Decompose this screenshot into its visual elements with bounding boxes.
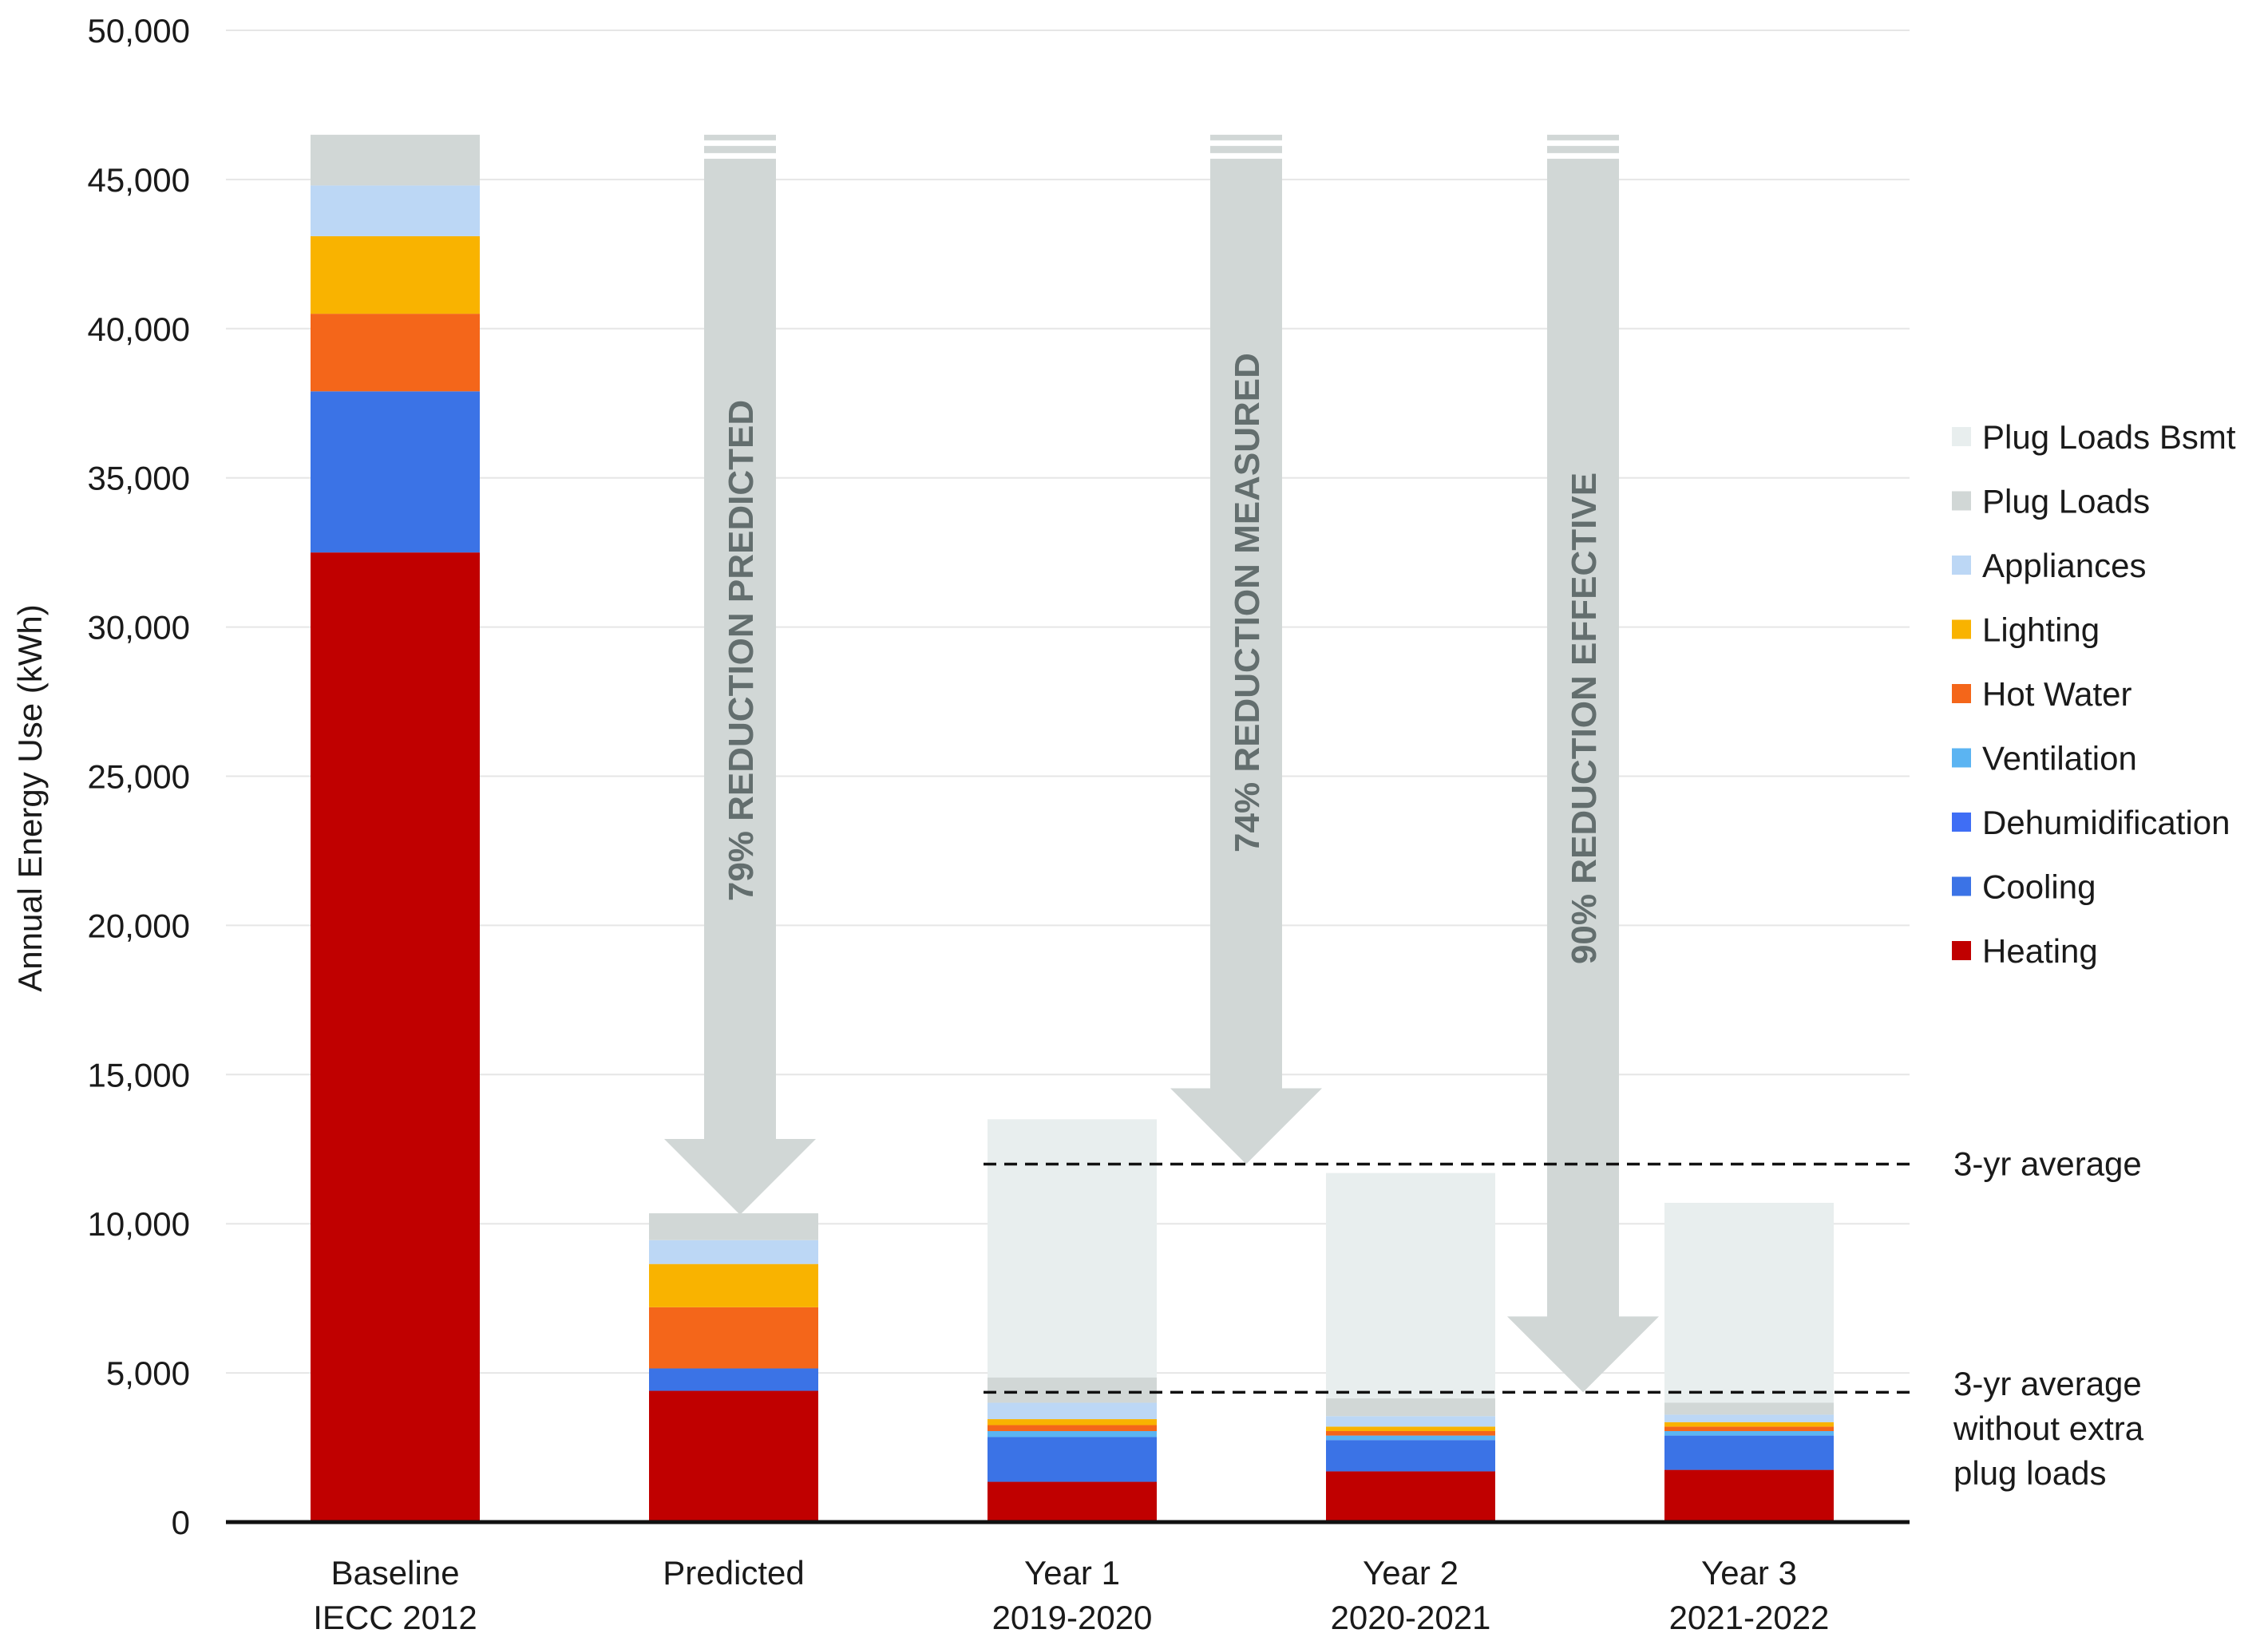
y-axis-ticks: 0 5,000 10,000 15,000 20,000 25,000 30,000 35,0… bbox=[88, 12, 190, 1541]
bar-segment-cooling bbox=[988, 1437, 1157, 1482]
bar-segment-heating bbox=[649, 1390, 818, 1522]
legend-swatch bbox=[1952, 941, 1971, 960]
gridlines bbox=[226, 30, 1910, 1374]
y-tick-label: 50,000 bbox=[88, 12, 190, 49]
reference-label: 3-yr average without extra plug loads bbox=[1953, 1365, 2144, 1492]
bar-segment-ventilation bbox=[1326, 1435, 1495, 1441]
arrow-shape bbox=[1170, 158, 1322, 1165]
reduction-arrow: 79% REDUCTION PREDICTED bbox=[664, 134, 816, 1215]
bar-segment-ventilation bbox=[1664, 1430, 1834, 1436]
legend-label: Appliances bbox=[1982, 547, 2146, 584]
bar-segment-appliances bbox=[649, 1240, 818, 1264]
y-tick-label: 40,000 bbox=[88, 310, 190, 348]
bar-segment-ventilation bbox=[988, 1430, 1157, 1437]
bar-segment-plug-loads-bsmt bbox=[1664, 1203, 1834, 1403]
bar-segment-appliances bbox=[1326, 1416, 1495, 1427]
bar-segment-lighting bbox=[988, 1419, 1157, 1426]
bar-segment-appliances bbox=[988, 1402, 1157, 1420]
arrow-shape bbox=[664, 158, 816, 1215]
legend-swatch bbox=[1952, 876, 1971, 896]
legend-label: Plug Loads bbox=[1982, 483, 2150, 520]
bar-segment-hot-water bbox=[988, 1425, 1157, 1431]
legend-item: Appliances bbox=[1952, 547, 2146, 584]
reference-label: 3-yr average bbox=[1953, 1145, 2142, 1182]
bar-segment-plug-loads bbox=[988, 1377, 1157, 1403]
bar-segment-lighting bbox=[311, 235, 480, 314]
bar-segment-hot-water bbox=[311, 314, 480, 392]
y-tick-label: 45,000 bbox=[88, 161, 190, 199]
bar-segment-lighting bbox=[649, 1263, 818, 1307]
bar-segment-lighting bbox=[1326, 1426, 1495, 1431]
legend-item: Lighting bbox=[1952, 611, 2100, 649]
legend-swatch bbox=[1952, 556, 1971, 575]
legend-swatch bbox=[1952, 748, 1971, 768]
y-axis-label: Annual Energy Use (kWh) bbox=[11, 604, 49, 992]
y-tick-label: 0 bbox=[172, 1504, 190, 1541]
x-tick-label: Year 2 2020-2021 bbox=[1331, 1554, 1491, 1636]
bar-segment-cooling bbox=[1664, 1435, 1834, 1470]
arrow-label: 79% REDUCTION PREDICTED bbox=[722, 400, 761, 901]
x-axis-category-labels: Baseline IECC 2012 Predicted Year 1 2019-202… bbox=[313, 1554, 1829, 1636]
bar-segment-appliances bbox=[1664, 1414, 1834, 1422]
legend-item: Heating bbox=[1952, 932, 2098, 970]
legend-swatch bbox=[1952, 619, 1971, 639]
bar-segment-appliances bbox=[311, 185, 480, 236]
bar-segment-heating bbox=[988, 1481, 1157, 1522]
bar-segment-plug-loads-bsmt bbox=[988, 1119, 1157, 1378]
bar-segment-cooling bbox=[311, 391, 480, 553]
bar-segment-heating bbox=[1664, 1469, 1834, 1522]
y-tick-label: 35,000 bbox=[88, 460, 190, 497]
legend-label: Hot Water bbox=[1982, 675, 2131, 713]
y-tick-label: 30,000 bbox=[88, 609, 190, 647]
y-tick-label: 25,000 bbox=[88, 758, 190, 796]
reduction-arrow: 90% REDUCTION EFFECTIVE bbox=[1507, 134, 1659, 1393]
bar-segment-plug-loads bbox=[1664, 1402, 1834, 1415]
x-tick-label: Predicted bbox=[663, 1554, 804, 1592]
bar-segment-hot-water bbox=[649, 1307, 818, 1369]
bar-segment-heating bbox=[1326, 1471, 1495, 1522]
legend-item: Hot Water bbox=[1952, 675, 2131, 713]
legend-label: Plug Loads Bsmt bbox=[1982, 418, 2236, 456]
legend-swatch bbox=[1952, 491, 1971, 511]
y-tick-label: 15,000 bbox=[88, 1056, 190, 1093]
reduction-arrows: 79% REDUCTION PREDICTED 74% REDUCTION MEA… bbox=[664, 134, 1659, 1393]
legend-swatch bbox=[1952, 427, 1971, 446]
legend-label: Dehumidification bbox=[1982, 804, 2230, 841]
legend-item: Cooling bbox=[1952, 868, 2096, 906]
x-tick-label: Baseline IECC 2012 bbox=[313, 1554, 477, 1636]
bar-segment-cooling bbox=[1326, 1440, 1495, 1472]
arrow-shape bbox=[1507, 158, 1659, 1393]
arrow-label: 74% REDUCTION MEASURED bbox=[1228, 353, 1267, 852]
reference-lines: 3-yr average 3-yr average without extra plu… bbox=[984, 1145, 2144, 1492]
bar-segment-cooling bbox=[649, 1368, 818, 1391]
legend-item: Ventilation bbox=[1952, 740, 2137, 777]
bar-segment-heating bbox=[311, 552, 480, 1522]
x-tick-label: Year 3 2021-2022 bbox=[1669, 1554, 1830, 1636]
y-tick-label: 5,000 bbox=[106, 1354, 190, 1392]
legend-item: Plug Loads Bsmt bbox=[1952, 418, 2236, 456]
y-tick-label: 20,000 bbox=[88, 907, 190, 944]
legend: Plug Loads Bsmt Plug Loads Appliances Light… bbox=[1952, 418, 2236, 970]
bar-segment-plug-loads bbox=[1326, 1398, 1495, 1417]
legend-label: Heating bbox=[1982, 932, 2098, 970]
legend-swatch bbox=[1952, 684, 1971, 703]
legend-swatch bbox=[1952, 813, 1971, 832]
bar-segment-plug-loads bbox=[649, 1213, 818, 1240]
arrow-label: 90% REDUCTION EFFECTIVE bbox=[1565, 473, 1604, 964]
bar-segment-hot-water bbox=[1326, 1430, 1495, 1436]
x-tick-label: Year 1 2019-2020 bbox=[992, 1554, 1153, 1636]
bar-segment-plug-loads-bsmt bbox=[1326, 1172, 1495, 1398]
legend-label: Ventilation bbox=[1982, 740, 2137, 777]
reduction-arrow: 74% REDUCTION MEASURED bbox=[1170, 134, 1322, 1165]
legend-label: Cooling bbox=[1982, 868, 2096, 906]
y-tick-label: 10,000 bbox=[88, 1205, 190, 1243]
stacked-bars bbox=[311, 134, 1834, 1522]
bar-segment-plug-loads bbox=[311, 134, 480, 186]
bar-segment-lighting bbox=[1664, 1422, 1834, 1427]
legend-label: Lighting bbox=[1982, 611, 2100, 649]
legend-item: Plug Loads bbox=[1952, 483, 2150, 520]
bar-segment-hot-water bbox=[1664, 1426, 1834, 1431]
legend-item: Dehumidification bbox=[1952, 804, 2230, 841]
